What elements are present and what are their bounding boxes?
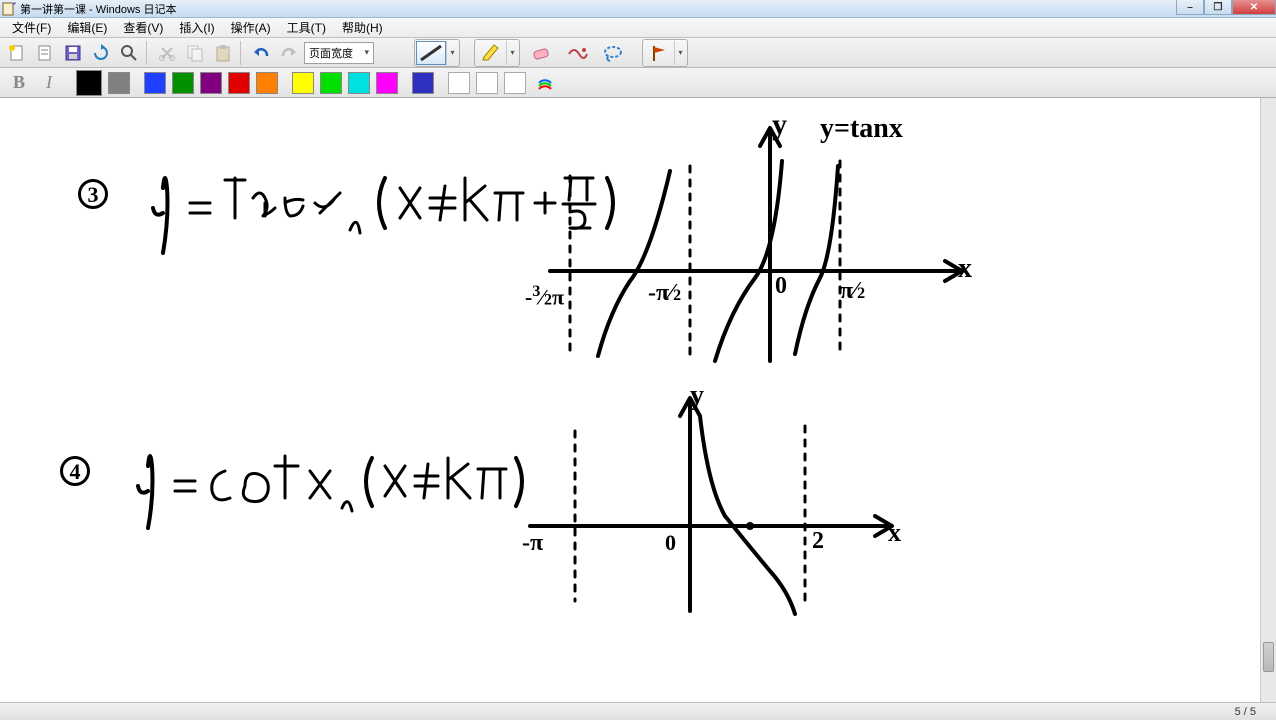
menu-bar: 文件(F) 编辑(E) 查看(V) 插入(I) 操作(A) 工具(T) 帮助(H… [0,18,1276,38]
menu-help[interactable]: 帮助(H) [334,17,391,38]
close-button[interactable]: ✕ [1232,0,1276,15]
bold-button[interactable]: B [6,70,32,96]
status-bar: 5 / 5 [0,702,1276,720]
page-indicator: 5 / 5 [1235,706,1256,718]
cot-y-label: y [690,380,704,412]
color-blue[interactable] [144,72,166,94]
menu-edit[interactable]: 编辑(E) [59,17,115,38]
copy-button[interactable] [182,40,208,66]
tan-tick-neg3pi2: -3⁄2π [525,283,564,310]
color-white-3[interactable] [504,72,526,94]
tan-fn-label: y=tanx [820,113,903,145]
color-green[interactable] [172,72,194,94]
menu-actions[interactable]: 操作(A) [223,17,279,38]
new-note-button[interactable] [4,40,30,66]
italic-button[interactable]: I [36,70,62,96]
undo-button[interactable] [248,40,274,66]
cot-graph [510,376,930,626]
flag-dropdown[interactable]: ▾ [674,41,686,65]
redo-button[interactable] [276,40,302,66]
flag-group: ▾ [642,39,688,67]
menu-insert[interactable]: 插入(I) [171,17,222,38]
tan-x-label: x [958,253,972,285]
pen-tool-group: ▾ [414,39,460,67]
find-button[interactable] [116,40,142,66]
scrollbar-thumb[interactable] [1263,642,1274,672]
note-canvas[interactable]: 3 [0,98,1276,702]
new-from-template-button[interactable] [32,40,58,66]
eraser-icon[interactable] [526,41,556,65]
color-white-2[interactable] [476,72,498,94]
color-cyan[interactable] [348,72,370,94]
cot-tick-2: 2 [812,528,824,555]
pen-dropdown[interactable]: ▾ [446,41,458,65]
paste-button[interactable] [210,40,236,66]
lasso-icon[interactable] [598,41,628,65]
menu-file[interactable]: 文件(F) [4,17,59,38]
cot-x-label: x [888,518,901,548]
title-bar: 第一讲第一课 - Windows 日记本 – ❐ ✕ [0,0,1276,18]
highlighter-icon[interactable] [476,41,506,65]
color-gray[interactable] [108,72,130,94]
color-lime[interactable] [320,72,342,94]
app-icon [2,2,16,16]
menu-tools[interactable]: 工具(T) [279,17,334,38]
tan-origin: 0 [775,273,787,300]
color-orange[interactable] [256,72,278,94]
save-button[interactable] [60,40,86,66]
tan-y-label: y [772,108,787,142]
cot-origin: 0 [665,530,676,556]
pen-line-icon[interactable] [416,41,446,65]
refresh-button[interactable] [88,40,114,66]
maximize-button[interactable]: ❐ [1204,0,1232,15]
color-magenta[interactable] [376,72,398,94]
tan-tick-pi2: π⁄2 [840,278,865,305]
highlighter-group: ▾ [474,39,520,67]
color-yellow[interactable] [292,72,314,94]
color-navy[interactable] [412,72,434,94]
vertical-scrollbar[interactable] [1260,98,1276,702]
toolbar-separator [240,41,246,65]
color-purple[interactable] [200,72,222,94]
toolbar: 页面宽度 ▾ ▾ ▾ [0,38,1276,68]
toolbar-separator [146,41,152,65]
formula-cot [130,436,470,536]
window-title: 第一讲第一课 - Windows 日记本 [20,1,176,17]
tan-graph [520,106,1000,376]
formula-tan [145,158,525,268]
minimize-button[interactable]: – [1176,0,1204,15]
current-color[interactable] [76,70,102,96]
more-colors-button[interactable] [532,70,558,96]
tan-tick-negpi2: -π⁄2 [648,280,681,307]
flag-icon[interactable] [644,41,674,65]
cot-tick-negpi: -π [522,530,543,557]
window-controls: – ❐ ✕ [1176,0,1276,15]
bullet-4: 4 [60,453,90,487]
color-red[interactable] [228,72,250,94]
format-bar: B I [0,68,1276,98]
highlighter-dropdown[interactable]: ▾ [506,41,518,65]
bullet-3: 3 [78,176,108,210]
menu-view[interactable]: 查看(V) [115,17,171,38]
color-white-1[interactable] [448,72,470,94]
cut-button[interactable] [154,40,180,66]
zoom-select[interactable]: 页面宽度 [304,42,374,64]
stroke-eraser-icon[interactable] [562,41,592,65]
